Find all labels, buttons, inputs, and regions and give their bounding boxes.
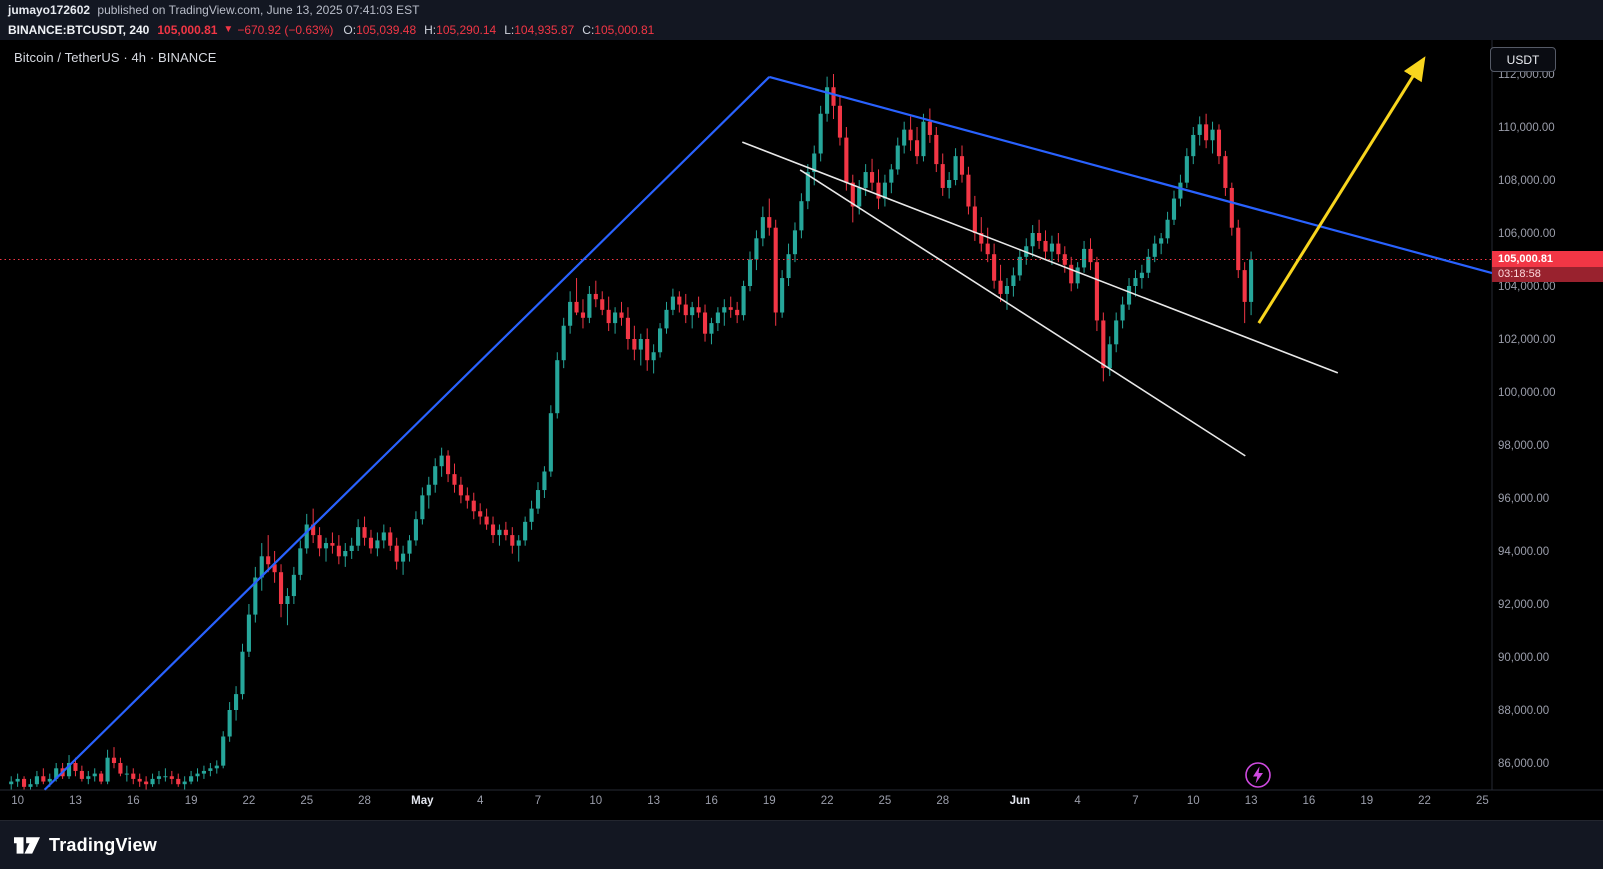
svg-text:19: 19 xyxy=(185,795,198,807)
svg-text:May: May xyxy=(411,795,434,807)
channel-lower-white[interactable] xyxy=(799,169,1246,457)
chart-canvas[interactable]: 86,000.00 88,000.00 90,000.00 92,000.00 94,0… xyxy=(0,40,1603,820)
last-price: 105,000.81 xyxy=(157,22,218,37)
svg-text:16: 16 xyxy=(1303,795,1316,807)
svg-text:22: 22 xyxy=(1418,795,1431,807)
currency-toggle-button[interactable]: USDT xyxy=(1490,47,1556,72)
close-value: C:105,000.81 xyxy=(582,22,655,37)
svg-text:94,000.00: 94,000.00 xyxy=(1498,546,1549,558)
svg-text:7: 7 xyxy=(535,795,541,807)
svg-text:4: 4 xyxy=(1074,795,1081,807)
tradingview-logo-icon[interactable] xyxy=(14,832,40,858)
svg-text:13: 13 xyxy=(647,795,660,807)
time-axis: 10 13 16 19 22 25 28 May 4 7 10 13 16 19 22 25 28 Jun 4 7 10… xyxy=(11,795,1489,807)
tradingview-wordmark[interactable]: TradingView xyxy=(49,834,157,855)
svg-text:10: 10 xyxy=(589,795,602,807)
change-direction-icon: ▼ xyxy=(223,24,234,35)
svg-text:86,000.00: 86,000.00 xyxy=(1498,758,1549,770)
footer-bar: TradingView xyxy=(0,820,1603,869)
svg-text:13: 13 xyxy=(69,795,82,807)
svg-text:108,000.00: 108,000.00 xyxy=(1498,175,1556,187)
price-change: −670.92 (−0.63%) xyxy=(237,22,334,37)
svg-text:10: 10 xyxy=(11,795,24,807)
svg-text:16: 16 xyxy=(705,795,718,807)
svg-text:22: 22 xyxy=(821,795,834,807)
boost-button[interactable] xyxy=(1243,760,1273,790)
symbol-interval[interactable]: BINANCE:BTCUSDT, 240 xyxy=(8,22,150,37)
current-price-badge[interactable]: 105,000.81 03:18:58 xyxy=(1492,251,1603,282)
svg-text:25: 25 xyxy=(1476,795,1489,807)
svg-text:4: 4 xyxy=(477,795,484,807)
svg-text:19: 19 xyxy=(763,795,776,807)
svg-text:100,000.00: 100,000.00 xyxy=(1498,387,1556,399)
open-value: O:105,039.48 xyxy=(343,22,417,37)
svg-text:Jun: Jun xyxy=(1010,795,1030,807)
svg-text:25: 25 xyxy=(300,795,313,807)
svg-text:92,000.00: 92,000.00 xyxy=(1498,599,1549,611)
trendlines-layer xyxy=(43,75,1493,791)
descending-resistance-blue[interactable] xyxy=(768,75,1493,275)
svg-text:96,000.00: 96,000.00 xyxy=(1498,493,1549,505)
projection-arrow xyxy=(1257,56,1426,324)
bullish-projection-arrow[interactable] xyxy=(1257,56,1426,324)
svg-text:10: 10 xyxy=(1187,795,1200,807)
svg-text:102,000.00: 102,000.00 xyxy=(1498,334,1556,346)
quote-bar: BINANCE:BTCUSDT, 240 105,000.81 ▼ −670.9… xyxy=(0,19,1603,40)
lightning-icon xyxy=(1245,762,1271,788)
price-axis: 86,000.00 88,000.00 90,000.00 92,000.00 94,0… xyxy=(1498,69,1556,770)
svg-text:110,000.00: 110,000.00 xyxy=(1498,122,1555,134)
channel-upper-white[interactable] xyxy=(742,141,1339,374)
svg-text:22: 22 xyxy=(243,795,256,807)
publish-bar: jumayo172602 published on TradingView.co… xyxy=(0,0,1603,19)
svg-text:13: 13 xyxy=(1245,795,1258,807)
svg-text:90,000.00: 90,000.00 xyxy=(1498,652,1549,664)
svg-text:88,000.00: 88,000.00 xyxy=(1498,705,1549,717)
svg-text:98,000.00: 98,000.00 xyxy=(1498,440,1549,452)
svg-text:25: 25 xyxy=(879,795,892,807)
svg-text:28: 28 xyxy=(936,795,949,807)
svg-text:19: 19 xyxy=(1360,795,1373,807)
svg-text:7: 7 xyxy=(1132,795,1138,807)
chart-title[interactable]: Bitcoin / TetherUS · 4h · BINANCE xyxy=(14,50,217,65)
svg-text:104,000.00: 104,000.00 xyxy=(1498,281,1556,293)
high-value: H:105,290.14 xyxy=(424,22,497,37)
bar-countdown: 03:18:58 xyxy=(1492,267,1603,282)
publish-info: published on TradingView.com, June 13, 2… xyxy=(94,2,420,17)
svg-text:28: 28 xyxy=(358,795,371,807)
svg-text:112,000.00: 112,000.00 xyxy=(1498,69,1555,81)
candles-layer xyxy=(9,74,1254,790)
svg-text:106,000.00: 106,000.00 xyxy=(1498,228,1556,240)
low-value: L:104,935.87 xyxy=(504,22,575,37)
ascending-support-blue[interactable] xyxy=(43,76,771,791)
current-price-label: 105,000.81 xyxy=(1492,251,1603,267)
axis-borders xyxy=(0,40,1603,791)
svg-text:16: 16 xyxy=(127,795,140,807)
chart-area: 86,000.00 88,000.00 90,000.00 92,000.00 94,0… xyxy=(0,40,1603,820)
publisher-username[interactable]: jumayo172602 xyxy=(8,2,91,17)
